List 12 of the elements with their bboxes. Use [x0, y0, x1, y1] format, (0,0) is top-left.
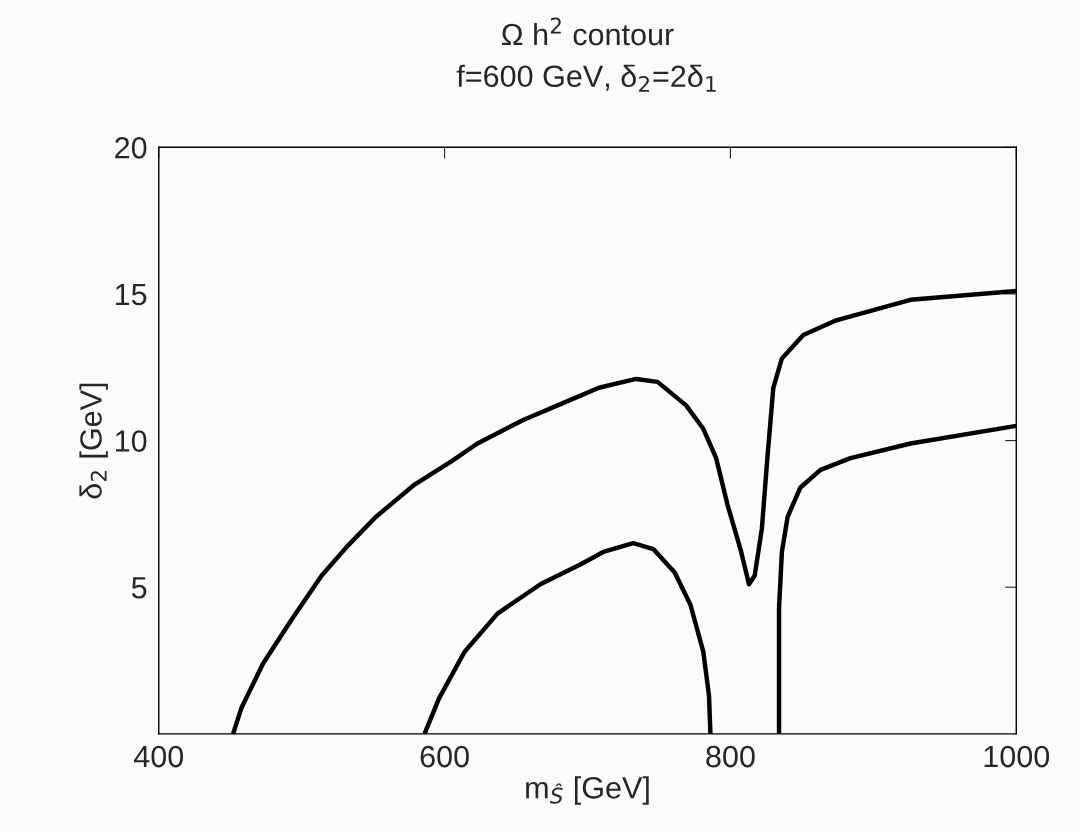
chart-title: Ω h$^{2}$ contour — [502, 17, 674, 46]
x-tick-label: 400 — [133, 745, 184, 768]
x-tick-label: 800 — [706, 745, 755, 768]
y-tick-label: 15 — [116, 283, 147, 306]
y-tick-label: 5 — [131, 577, 147, 599]
y-tick-label: 20 — [115, 137, 147, 159]
y-axis-title: δ$_{2}$ [GeV] — [79, 383, 108, 499]
x-axis-title: m$_{Ŝ}$ [GeV] — [526, 776, 649, 805]
chart-subtitle: f=600 GeV, δ$_{2}$=2δ$_{1}$ — [456, 64, 716, 92]
y-tick-label: 10 — [116, 430, 147, 452]
x-tick-label: 1000 — [984, 745, 1050, 768]
x-tick-label: 600 — [420, 745, 469, 768]
